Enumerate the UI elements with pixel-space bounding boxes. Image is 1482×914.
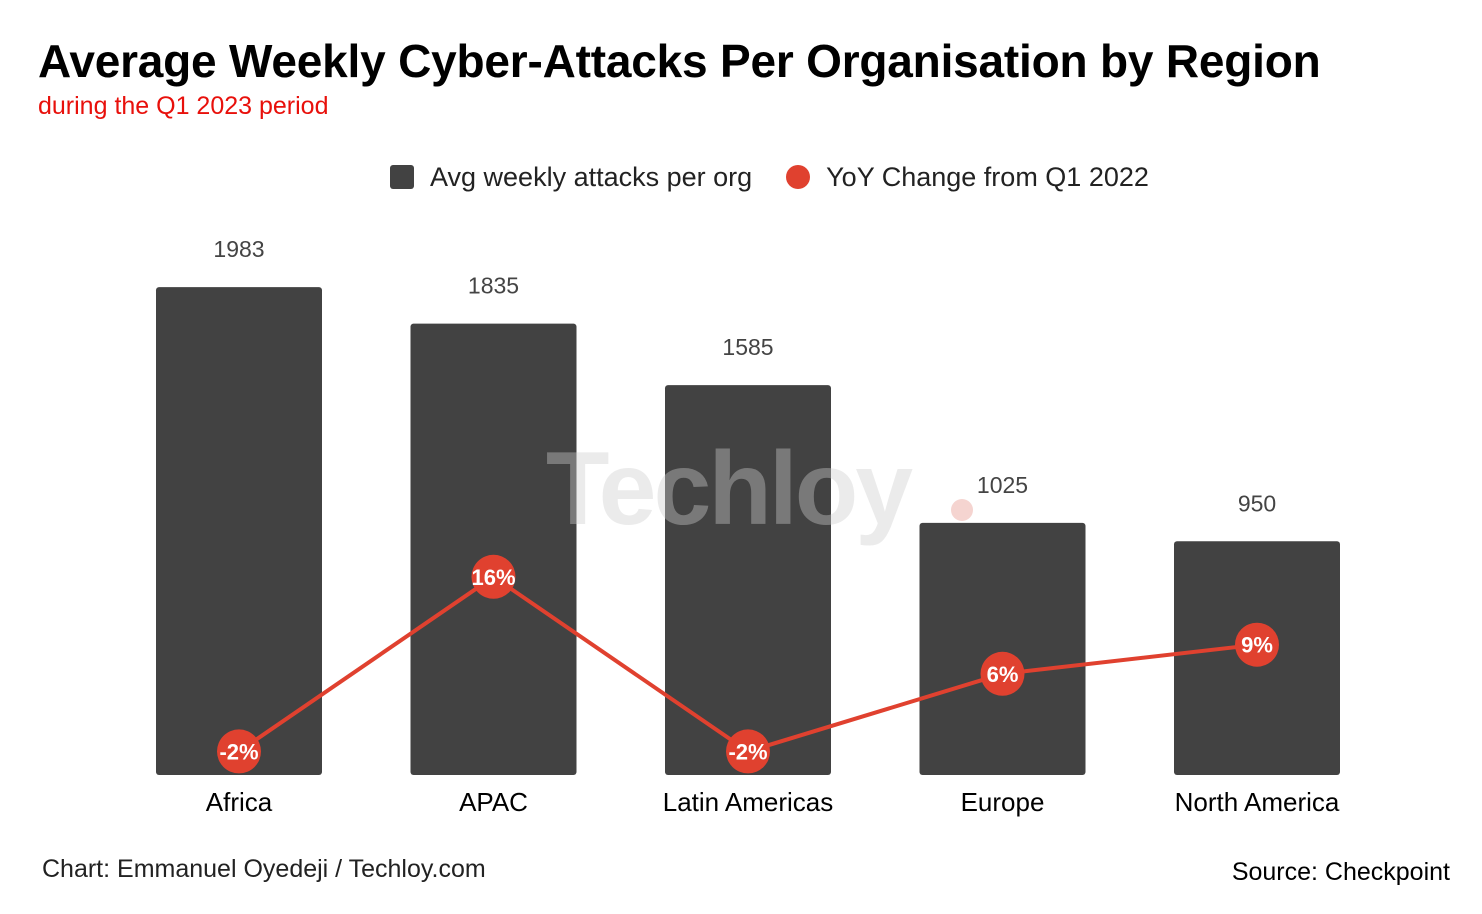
x-tick-label-3: Europe	[961, 787, 1045, 817]
watermark-dot	[951, 499, 973, 521]
yoy-point-1	[471, 554, 516, 599]
yoy-point-2	[726, 729, 770, 774]
yoy-point-label-2: -2%	[728, 739, 767, 764]
bar-swatch-icon	[390, 165, 414, 189]
bar-1	[410, 323, 577, 775]
yoy-point-label-1: 16%	[471, 565, 515, 590]
techloy-watermark: Techloy	[546, 431, 913, 547]
legend-label-line: YoY Change from Q1 2022	[826, 161, 1149, 192]
dot-swatch-icon	[786, 165, 811, 189]
legend-item-bars: Avg weekly attacks per org	[390, 162, 752, 193]
x-tick-label-1: APAC	[459, 787, 528, 817]
yoy-point-label-0: -2%	[219, 739, 258, 764]
chart-subtitle: during the Q1 2023 period	[38, 92, 329, 120]
x-axis: Africa APAC Latin Americas Europe North Amer…	[206, 787, 1340, 817]
x-tick-label-0: Africa	[206, 787, 273, 817]
bar-value-label-2: 1585	[722, 334, 773, 360]
chart-source: Source: Checkpoint	[1231, 858, 1450, 886]
legend-label-bars: Avg weekly attacks per org	[430, 161, 753, 192]
bar-value-label-4: 950	[1238, 490, 1276, 516]
line-layer: -2% 16% -2% 6% 9%	[217, 554, 1279, 774]
legend-item-line: YoY Change from Q1 2022	[786, 162, 1149, 193]
chart-credit: Chart: Emmanuel Oyedeji / Techloy.com	[42, 855, 486, 883]
bar-value-label-0: 1983	[213, 236, 264, 262]
yoy-point-label-3: 6%	[987, 662, 1019, 687]
bar-2	[665, 385, 831, 775]
bar-value-label-3: 1025	[977, 472, 1028, 498]
x-tick-label-4: North America	[1175, 787, 1340, 817]
yoy-point-4	[1235, 622, 1279, 667]
bar-value-label-1: 1835	[468, 273, 519, 299]
x-tick-label-2: Latin Americas	[663, 787, 834, 817]
yoy-point-label-4: 9%	[1241, 633, 1273, 658]
chart-title: Average Weekly Cyber-Attacks Per Organis…	[38, 35, 1321, 87]
bar-0	[156, 287, 322, 775]
yoy-point-0	[217, 729, 261, 774]
bar-3	[919, 522, 1086, 775]
bars-layer	[156, 287, 1340, 775]
yoy-point-3	[980, 651, 1025, 696]
chart-legend: Avg weekly attacks per org YoY Change fr…	[390, 160, 1149, 194]
bar-labels-layer: 1983 1835 1585 1025 950	[213, 236, 1276, 516]
